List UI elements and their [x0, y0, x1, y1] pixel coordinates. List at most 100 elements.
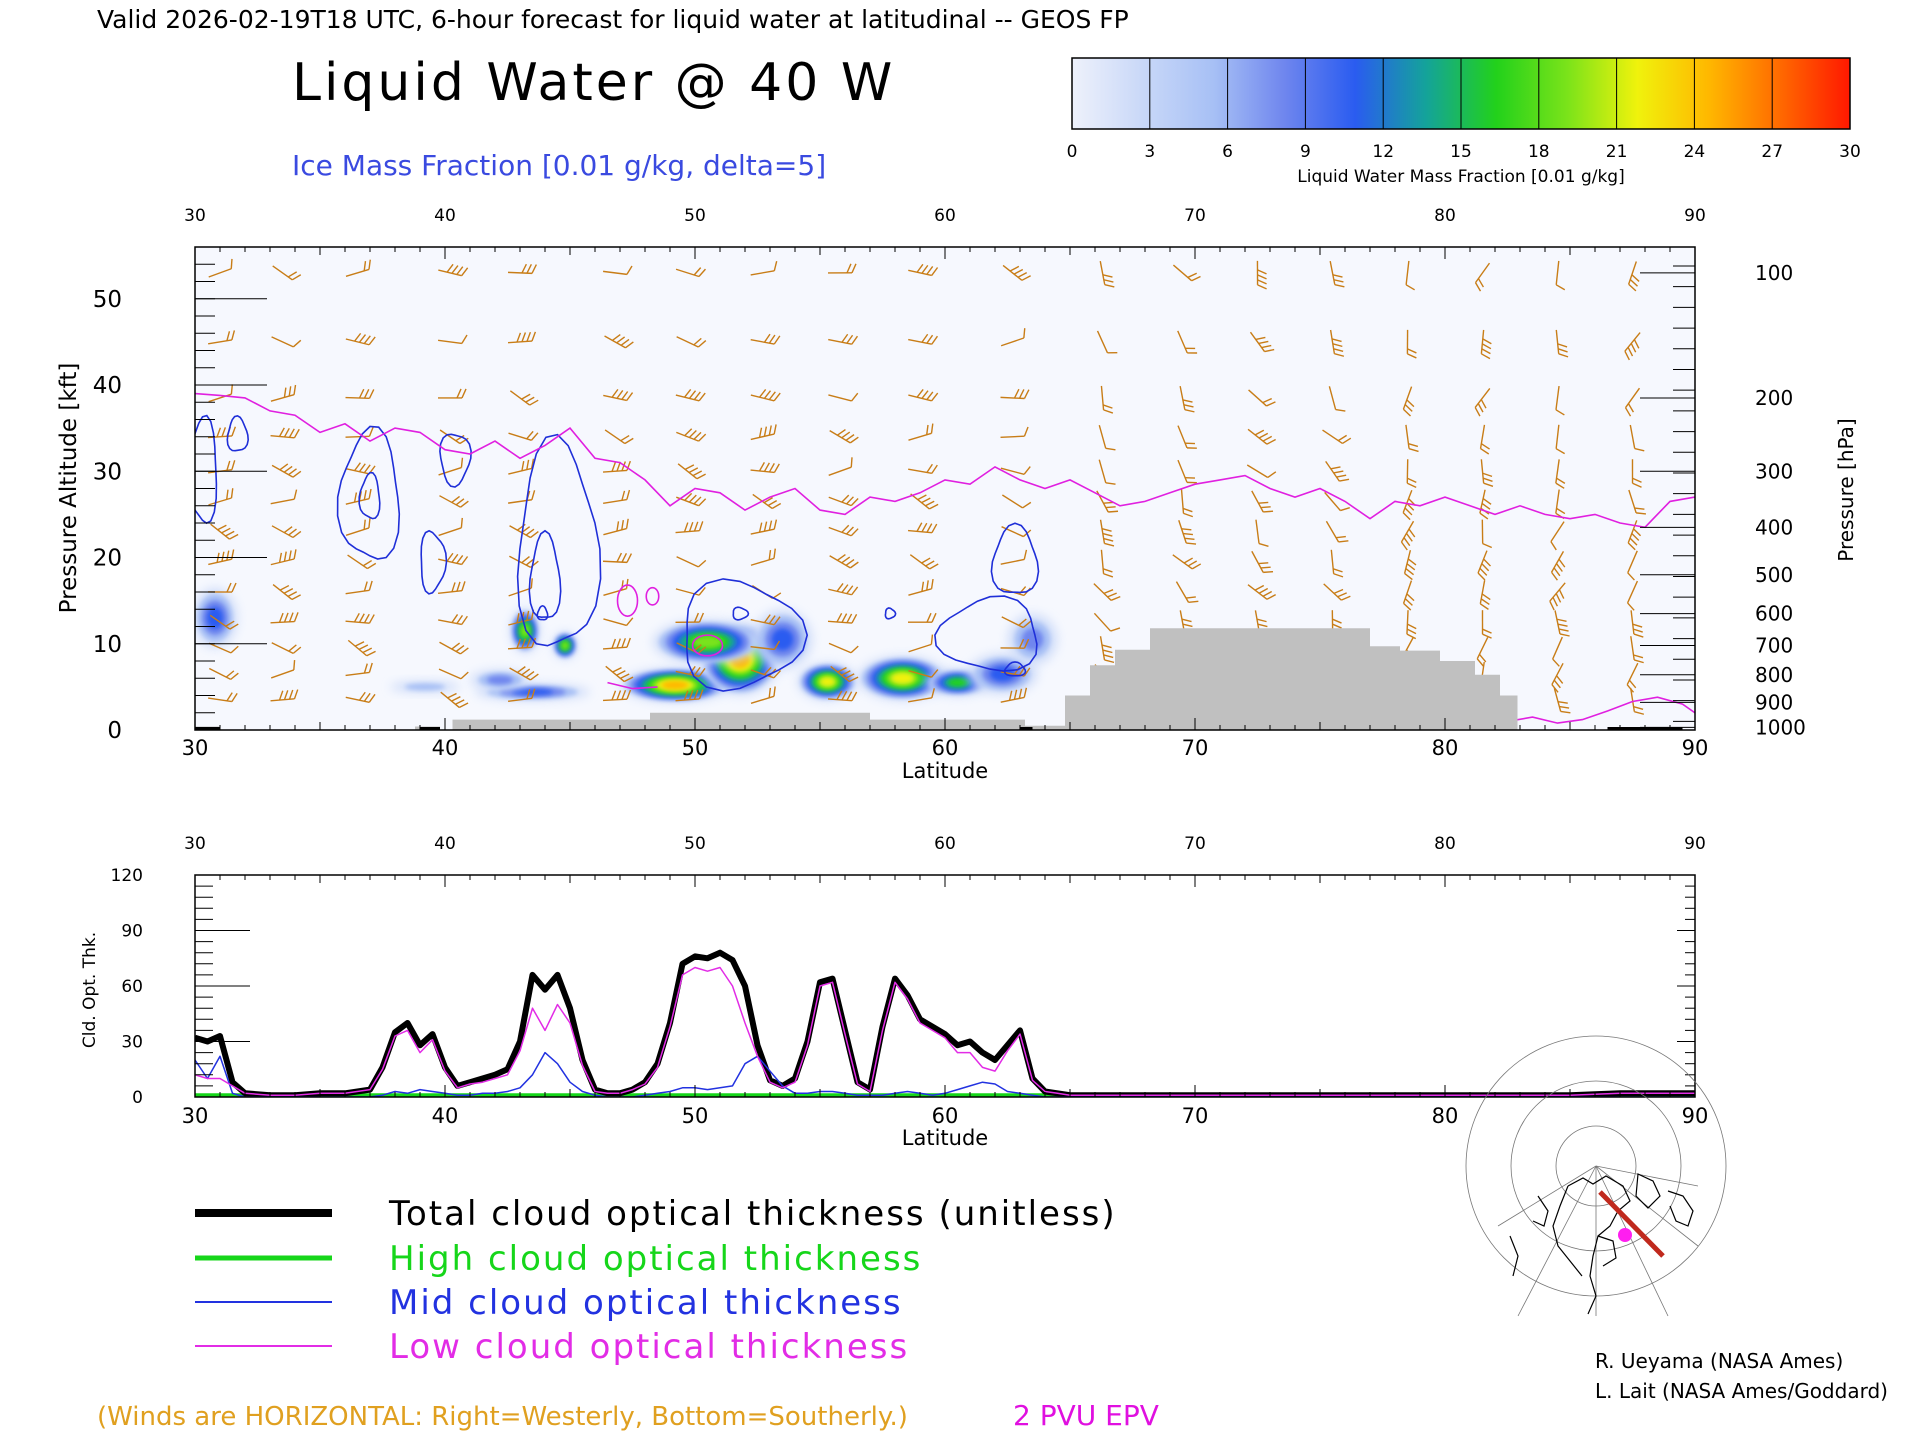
wind-barb-flag: [293, 428, 300, 439]
wind-barb-flag: [1258, 562, 1269, 565]
wind-barb-flag: [363, 490, 367, 500]
wind-barb-flag: [758, 462, 765, 472]
wind-barb-flag: [283, 551, 287, 562]
wind-barb: [208, 488, 234, 506]
wind-barb-flag: [1104, 283, 1115, 288]
wind-barb-flag: [1628, 679, 1637, 689]
wind-barb: [208, 667, 239, 680]
wind-barb-flag: [1254, 429, 1265, 436]
wind-barb-flag: [1257, 279, 1267, 285]
wind-barb-flag: [931, 335, 939, 345]
wind-barb-flag: [1023, 426, 1029, 437]
wind-barb-flag: [1257, 269, 1267, 275]
wind-barb-flag: [851, 613, 858, 624]
optical-thickness-axes: 30 30 40 40 50 50 60 60 70 70 80 80 90 90 0 30 60 90 120: [111, 834, 1709, 1128]
wind-barb-flag: [1103, 537, 1114, 542]
ice-contour: [884, 607, 897, 620]
wind-barb: [750, 462, 780, 474]
wind-barb: [1552, 636, 1563, 667]
cross-section-top-xtick-label: 70: [1184, 206, 1206, 226]
wind-barb-flag: [1627, 602, 1635, 611]
wind-barb-flag: [841, 524, 850, 533]
wind-barb: [1325, 460, 1350, 482]
wind-barb-flag: [363, 464, 371, 474]
wind-barb-flag: [763, 426, 768, 437]
wind-barb-flag: [1634, 507, 1645, 510]
wind-barb-flag: [1257, 284, 1267, 290]
wind-barb-shaft: [910, 493, 930, 510]
wind-barb-shaft: [208, 497, 232, 506]
liquid-water-blob: [652, 619, 763, 665]
wind-barb-flag: [226, 550, 230, 561]
wind-barb: [1554, 610, 1570, 637]
wind-barb-flag: [456, 266, 464, 275]
wind-barb: [272, 583, 301, 601]
wind-barb-flag: [292, 646, 302, 654]
wind-barb-shaft: [508, 432, 532, 441]
wind-barb-flag: [1633, 654, 1644, 659]
wind-barb-flag: [521, 638, 527, 649]
colorbar-tick-label: 27: [1761, 142, 1783, 162]
wind-barb-shaft: [1000, 435, 1025, 439]
wind-barb-shaft: [675, 698, 700, 702]
wind-barb-flag: [525, 528, 535, 536]
wind-barb: [1249, 331, 1275, 353]
wind-barb-flag: [1185, 596, 1196, 599]
wind-barb-flag: [931, 392, 939, 402]
wind-barb-flag: [1632, 477, 1642, 483]
wind-barb-flag: [1263, 570, 1274, 574]
cross-section-xtick-label: 90: [1682, 736, 1709, 760]
wind-barb-flag: [921, 581, 925, 592]
wind-barb-flag: [1258, 587, 1269, 594]
wind-barb-flag: [1405, 284, 1415, 291]
colorbar-ticks: 0 3 6 9 12 15 18 21 24 27 30: [1067, 58, 1861, 162]
colorbar-label: Liquid Water Mass Fraction [0.01 g/kg]: [1297, 167, 1624, 187]
wind-barb-flag: [531, 264, 537, 274]
wind-barb-flag: [925, 560, 935, 567]
wind-barb-flag: [921, 557, 931, 564]
wind-barb-flag: [363, 663, 368, 674]
optical-thickness-top-xtick-label: 80: [1434, 834, 1456, 854]
wind-barb-flag: [930, 423, 934, 434]
wind-barb-shaft: [270, 498, 295, 505]
wind-barb-shaft: [1624, 387, 1641, 409]
wind-barb-shaft: [604, 335, 626, 349]
wind-barb: [750, 261, 778, 276]
wind-barb-flag: [531, 637, 537, 648]
wind-barb: [345, 691, 376, 703]
wind-barb-flag: [621, 553, 628, 563]
wind-barb-flag: [458, 702, 469, 709]
wind-barb-shaft: [208, 667, 232, 680]
wind-barb-shaft: [1096, 330, 1109, 354]
colorbar-tick-label: 30: [1839, 142, 1861, 162]
wind-barb-shaft: [1177, 330, 1188, 354]
wind-barb-flag: [1549, 600, 1555, 611]
ice-contour: [420, 529, 448, 595]
wind-barb-shaft: [508, 587, 532, 597]
wind-barb-flag: [1627, 542, 1636, 551]
wind-barb: [1100, 385, 1114, 414]
wind-barb-flag: [456, 581, 461, 592]
wind-barb: [508, 458, 535, 475]
wind-barb-flag: [771, 502, 782, 510]
wind-barb-flag: [1481, 348, 1491, 355]
wind-barb-flag: [625, 578, 629, 589]
wind-barb-flag: [293, 549, 297, 560]
wind-barb-flag: [516, 332, 522, 343]
liquid-water-blob: [470, 669, 530, 691]
wind-barb: [908, 463, 938, 475]
wind-barb: [1001, 494, 1032, 509]
wind-barb-flag: [362, 647, 373, 654]
wind-barb: [272, 265, 302, 281]
wind-barb-shaft: [1628, 489, 1637, 514]
wind-barb-flag: [529, 673, 539, 681]
wind-barb: [1000, 328, 1026, 347]
wind-barb-flag: [1558, 558, 1566, 568]
wind-barb-flag: [763, 497, 773, 504]
wind-barb-flag: [455, 644, 465, 653]
cross-section-xtick-label: 70: [1182, 736, 1209, 760]
wind-barb-flag: [1023, 466, 1031, 475]
ice-contour: [358, 471, 381, 520]
wind-barb-shaft: [1551, 662, 1564, 685]
wind-barb-flag: [626, 637, 631, 648]
